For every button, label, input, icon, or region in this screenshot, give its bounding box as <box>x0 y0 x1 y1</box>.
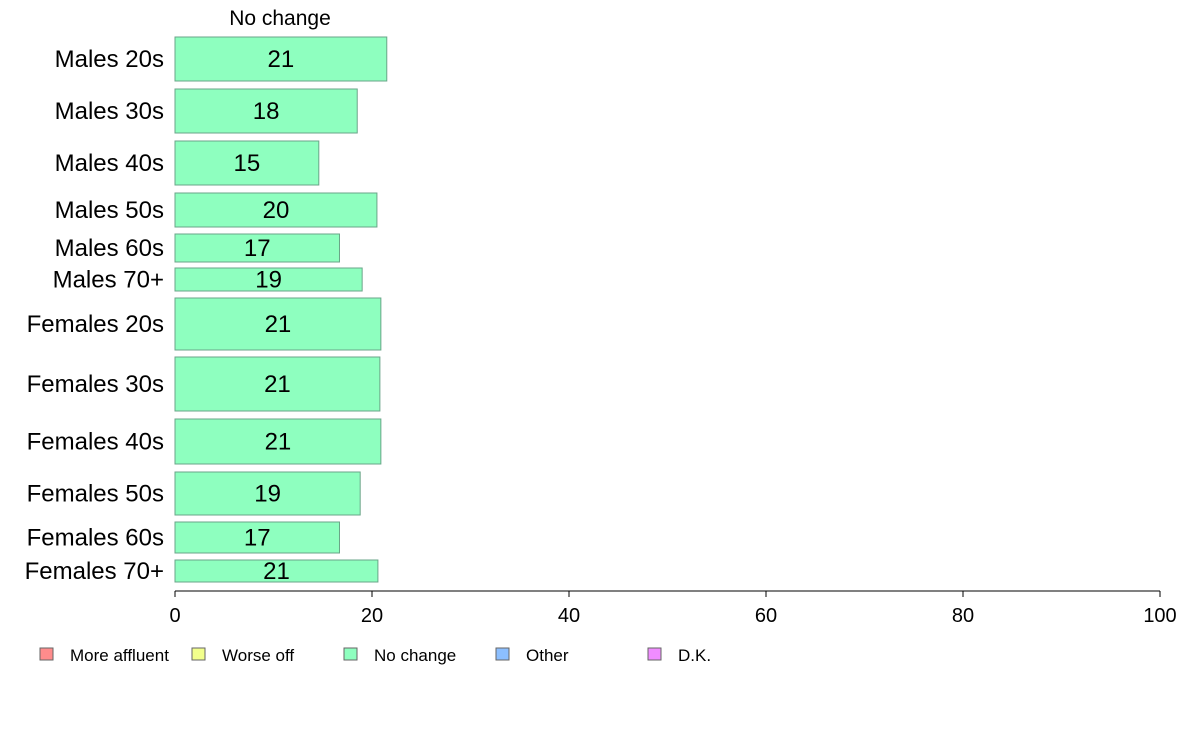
category-label: Females 40s <box>27 429 164 456</box>
category-label: Females 30s <box>27 371 164 398</box>
bar-value-label: 20 <box>263 197 290 224</box>
category-label: Males 40s <box>55 150 164 177</box>
legend-label: No change <box>374 646 456 665</box>
category-label: Males 30s <box>55 98 164 125</box>
bar <box>174 140 320 186</box>
bar-value-label: 19 <box>255 267 282 294</box>
bar <box>174 88 358 134</box>
legend-label: D.K. <box>678 646 711 665</box>
legend-label: Worse off <box>222 646 294 665</box>
x-tick-label: 40 <box>558 605 580 627</box>
x-tick-label: 60 <box>755 605 777 627</box>
x-tick-label: 20 <box>361 605 383 627</box>
legend-label: Other <box>526 646 569 665</box>
bar <box>174 356 381 412</box>
category-label: Males 70+ <box>53 267 164 294</box>
bar-value-label: 21 <box>265 429 292 456</box>
bar <box>174 297 382 351</box>
bar-value-label: 19 <box>254 481 281 508</box>
legend-swatch <box>39 647 54 661</box>
bar <box>174 559 379 583</box>
bar-value-label: 21 <box>268 46 295 73</box>
category-label: Females 20s <box>27 311 164 338</box>
bar <box>174 521 340 554</box>
x-tick-label: 100 <box>1143 605 1176 627</box>
bar <box>174 233 340 263</box>
legend-label: More affluent <box>70 646 169 665</box>
bar <box>174 267 363 292</box>
bar <box>174 192 378 228</box>
category-label: Males 50s <box>55 197 164 224</box>
category-label: Females 70+ <box>25 558 164 585</box>
legend-swatch <box>647 647 662 661</box>
legend-swatch <box>495 647 510 661</box>
x-tick-label: 0 <box>169 605 180 627</box>
bars-group: Males 20s 21 Males 30s 18 Males 40s 15 Males 5… <box>25 36 388 585</box>
x-tick-label: 80 <box>952 605 974 627</box>
bar-value-label: 21 <box>263 558 290 585</box>
legend: More affluent Worse off No change Other D.K. <box>39 646 711 665</box>
legend-swatch <box>343 647 358 661</box>
bar-value-label: 17 <box>244 525 271 552</box>
bar <box>174 471 361 516</box>
x-axis: 0 20 40 60 80 100 <box>169 590 1177 627</box>
bar <box>174 418 382 465</box>
column-header: No change <box>229 7 331 30</box>
legend-swatch <box>191 647 206 661</box>
bar-value-label: 17 <box>244 235 271 262</box>
bar-value-label: 15 <box>234 150 261 177</box>
bar-value-label: 21 <box>265 311 292 338</box>
category-label: Females 50s <box>27 481 164 508</box>
bar <box>174 36 388 82</box>
category-label: Males 20s <box>55 46 164 73</box>
bar-value-label: 18 <box>253 98 280 125</box>
category-label: Females 60s <box>27 525 164 552</box>
category-label: Males 60s <box>55 235 164 262</box>
bar-value-label: 21 <box>264 371 291 398</box>
